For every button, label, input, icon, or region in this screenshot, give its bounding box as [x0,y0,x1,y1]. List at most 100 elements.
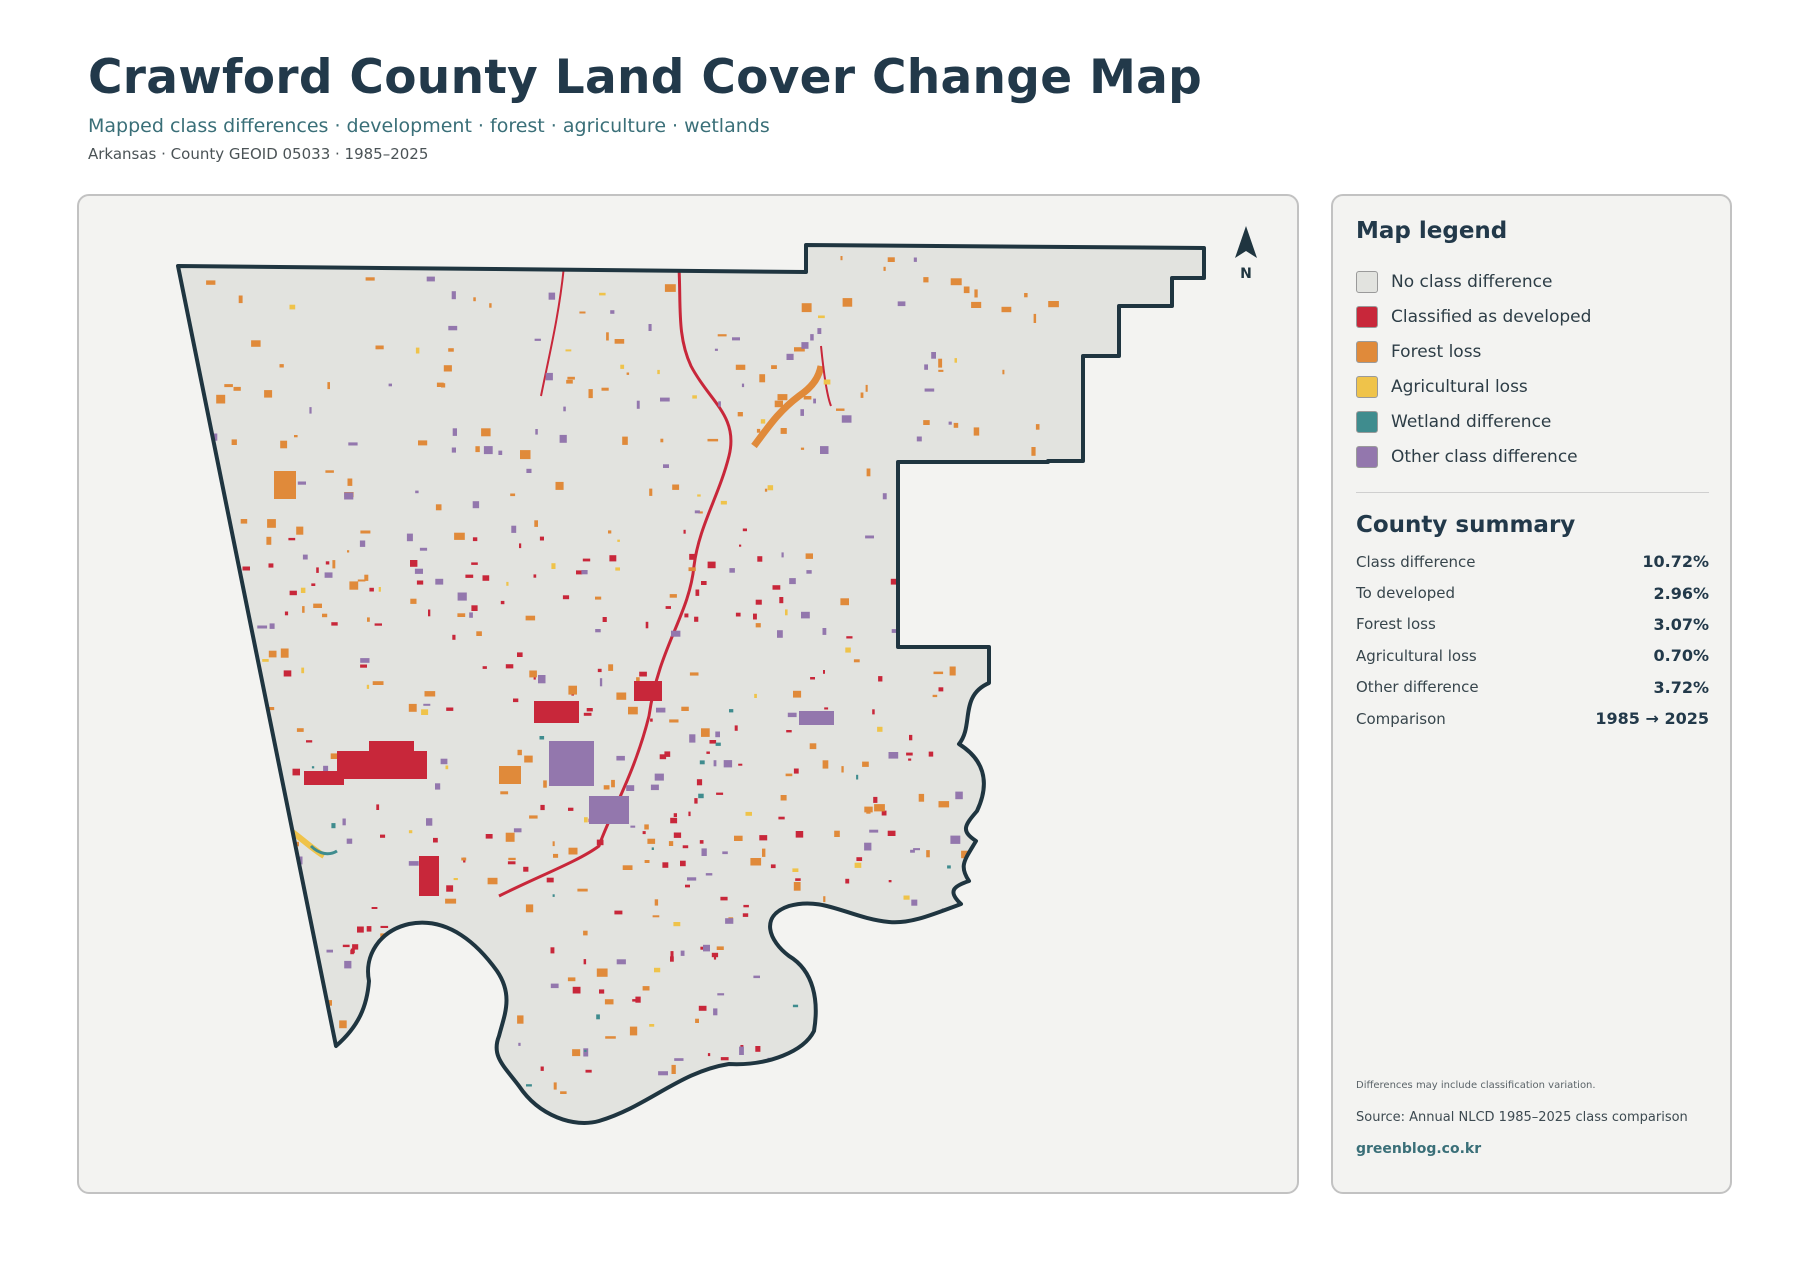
change-patch [419,547,428,551]
change-patch [713,760,717,767]
change-patch [664,284,676,292]
change-patch [820,446,829,454]
change-patch [325,561,330,565]
change-patch [767,485,774,491]
change-patch [672,484,680,490]
county-boundary[interactable] [176,243,1206,1125]
change-patch [452,428,457,436]
change-patch [534,520,538,527]
change-patch [961,850,969,859]
side-panel: Map legend No class difference Classifie… [1331,194,1732,1194]
change-patch [670,956,674,962]
change-patch [938,687,944,692]
change-patch [567,977,576,982]
change-patch [435,783,441,790]
change-patch [642,831,646,835]
change-patch [616,959,626,965]
map-panel[interactable]: N [77,194,1299,1194]
change-patch [673,832,682,838]
change-patch [414,568,423,574]
change-patch [897,301,906,307]
change-patch [423,703,431,706]
summary-row: Agricultural loss 0.70% [1356,640,1709,671]
change-patch [452,634,456,640]
change-patch [550,983,559,989]
change-patch [471,562,478,565]
change-patch [878,676,883,682]
change-patch [922,921,931,927]
change-patch [500,1002,505,1006]
change-patch [608,664,614,671]
change-patch [846,1109,851,1115]
change-patch [228,867,238,871]
site-link[interactable]: greenblog.co.kr [1356,1141,1482,1157]
change-patch [772,585,781,590]
change-patch [913,848,920,851]
county-fill[interactable] [178,245,1204,1123]
change-patch [644,824,649,830]
change-patch [701,848,707,856]
change-patch [1007,517,1016,526]
change-patch [268,563,274,568]
change-patch [339,1020,347,1029]
change-patch [756,428,761,433]
change-patch [800,447,805,450]
change-patch [539,536,544,541]
change-patch [434,1006,437,1011]
change-patch [1048,301,1059,308]
change-patch [359,540,366,547]
change-patch [975,948,982,957]
change-patch [433,1094,442,1097]
change-patch [793,882,801,891]
change-patch [392,1045,399,1049]
change-patch [742,913,749,917]
change-patch [485,834,493,839]
header: Crawford County Land Cover Change Map Ma… [88,48,1202,164]
change-patch [694,798,698,804]
change-patch [916,436,922,442]
change-patch [649,1024,655,1027]
change-patch [1041,926,1050,934]
change-patch [656,707,666,713]
change-patch [903,481,906,486]
change-patch [584,1049,587,1052]
footnote: Differences may include classification v… [1356,1080,1596,1091]
county-map[interactable]: N [79,196,1299,1194]
change-patch [694,510,700,514]
change-patch [654,773,664,781]
change-patch [410,598,417,604]
change-patch [192,1094,195,1102]
change-patch [934,923,944,931]
change-patch [949,666,956,676]
change-patch [543,780,547,788]
developed-cluster-west [337,751,427,779]
change-patch [229,871,234,878]
change-patch [818,315,825,319]
change-patch [363,1020,370,1027]
change-patch [595,629,601,633]
change-patch [742,528,747,532]
change-patch [844,979,852,983]
change-patch [671,630,681,637]
change-patch [745,811,752,816]
change-patch [364,574,369,581]
change-patch [862,978,868,985]
legend-label: Other class difference [1391,446,1578,467]
change-patch [366,684,370,689]
change-patch [513,698,519,703]
change-patch [269,623,275,629]
change-patch [908,758,912,761]
change-patch [801,611,810,619]
change-patch [850,1025,857,1028]
change-patch [473,297,476,302]
change-patch [584,817,588,823]
change-patch [779,597,784,604]
change-patch [716,946,724,950]
change-patch [355,1093,360,1100]
change-patch [583,959,587,965]
change-patch [617,539,620,542]
change-patch [994,485,1004,490]
change-patch [854,862,862,868]
summary-row: To developed 2.96% [1356,577,1709,608]
change-patch [341,1083,349,1089]
